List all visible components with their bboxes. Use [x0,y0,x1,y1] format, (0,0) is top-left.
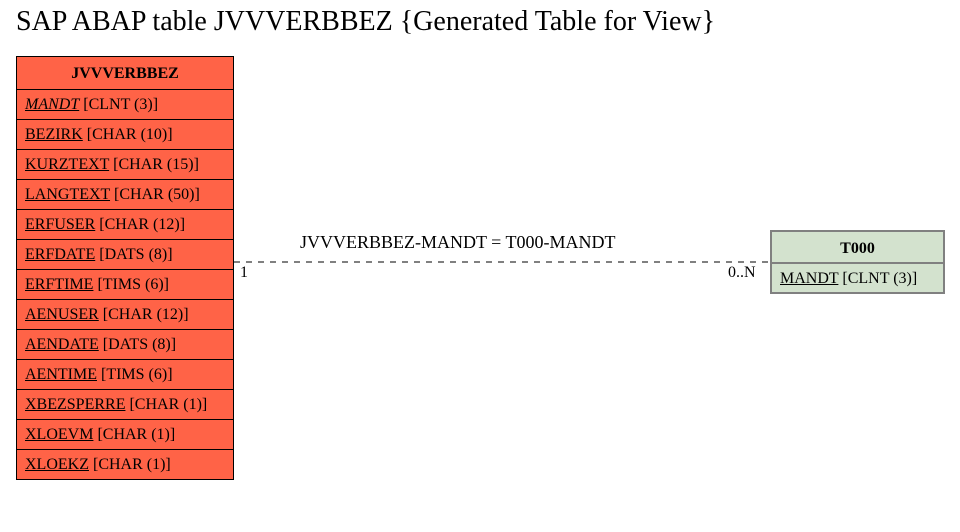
jvvverbbez-field-row: AENTIME [TIMS (6)] [16,360,234,390]
jvvverbbez-field-type: [CHAR (50)] [110,186,200,203]
cardinality-left: 1 [240,264,248,282]
jvvverbbez-field-row: BEZIRK [CHAR (10)] [16,120,234,150]
jvvverbbez-field-row: XLOEVM [CHAR (1)] [16,420,234,450]
jvvverbbez-field-name: KURZTEXT [25,156,109,173]
jvvverbbez-field-name: AENTIME [25,366,97,383]
jvvverbbez-field-type: [CLNT (3)] [79,96,158,113]
jvvverbbez-field-type: [CHAR (1)] [89,456,171,473]
jvvverbbez-field-name: BEZIRK [25,126,83,143]
jvvverbbez-field-type: [CHAR (15)] [109,156,199,173]
jvvverbbez-field-name: MANDT [25,96,79,113]
jvvverbbez-field-name: XLOEVM [25,426,93,443]
jvvverbbez-field-type: [DATS (8)] [95,246,172,263]
jvvverbbez-field-name: ERFUSER [25,216,95,233]
jvvverbbez-field-row: ERFTIME [TIMS (6)] [16,270,234,300]
cardinality-right: 0..N [728,264,756,282]
jvvverbbez-field-type: [CHAR (1)] [125,396,207,413]
jvvverbbez-field-type: [CHAR (1)] [93,426,175,443]
connector-label: JVVVERBBEZ-MANDT = T000-MANDT [300,232,615,253]
jvvverbbez-field-type: [TIMS (6)] [93,276,169,293]
jvvverbbez-header: JVVVERBBEZ [16,56,234,90]
t000-field-name: MANDT [780,270,838,287]
jvvverbbez-field-type: [CHAR (12)] [95,216,185,233]
jvvverbbez-field-row: ERFDATE [DATS (8)] [16,240,234,270]
jvvverbbez-field-type: [CHAR (10)] [83,126,173,143]
t000-header: T000 [770,230,945,264]
jvvverbbez-field-row: KURZTEXT [CHAR (15)] [16,150,234,180]
jvvverbbez-field-name: AENDATE [25,336,99,353]
entity-jvvverbbez: JVVVERBBEZMANDT [CLNT (3)]BEZIRK [CHAR (… [16,56,234,480]
jvvverbbez-field-name: XBEZSPERRE [25,396,125,413]
jvvverbbez-field-row: AENUSER [CHAR (12)] [16,300,234,330]
jvvverbbez-field-row: ERFUSER [CHAR (12)] [16,210,234,240]
jvvverbbez-field-type: [DATS (8)] [99,336,176,353]
jvvverbbez-field-name: XLOEKZ [25,456,89,473]
jvvverbbez-field-row: XBEZSPERRE [CHAR (1)] [16,390,234,420]
jvvverbbez-field-name: ERFTIME [25,276,93,293]
jvvverbbez-field-name: ERFDATE [25,246,95,263]
jvvverbbez-field-type: [TIMS (6)] [97,366,173,383]
jvvverbbez-field-name: LANGTEXT [25,186,110,203]
jvvverbbez-field-name: AENUSER [25,306,99,323]
jvvverbbez-field-type: [CHAR (12)] [99,306,189,323]
entity-t000: T000MANDT [CLNT (3)] [770,230,945,294]
jvvverbbez-field-row: AENDATE [DATS (8)] [16,330,234,360]
jvvverbbez-field-row: MANDT [CLNT (3)] [16,90,234,120]
jvvverbbez-field-row: XLOEKZ [CHAR (1)] [16,450,234,480]
t000-field-row: MANDT [CLNT (3)] [770,264,945,294]
page-title: SAP ABAP table JVVVERBBEZ {Generated Tab… [16,6,715,38]
jvvverbbez-field-row: LANGTEXT [CHAR (50)] [16,180,234,210]
t000-field-type: [CLNT (3)] [838,270,917,287]
